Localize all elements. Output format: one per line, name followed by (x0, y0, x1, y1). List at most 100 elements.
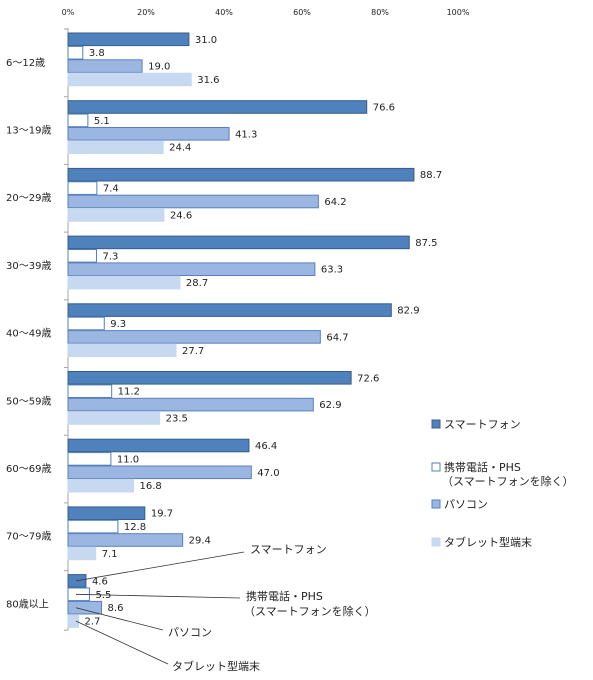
value-label: 16.8 (140, 481, 162, 492)
category-label: 50～59歳 (6, 395, 51, 407)
value-label: 19.0 (148, 62, 170, 73)
x-tick-label: 40% (215, 8, 233, 17)
bar-mobile-phs (67, 181, 98, 195)
category-labels: 6～12歳 13～19歳 20～29歳 30～39歳 40～49歳 50～59歳 60～69… (6, 57, 51, 611)
bar-pc (67, 397, 314, 412)
bar-pc (67, 59, 143, 73)
legend-swatch (431, 499, 441, 509)
legend-swatch (431, 537, 441, 547)
value-label: 4.6 (92, 576, 108, 587)
category-label: 80歳以上 (6, 598, 49, 610)
value-label: 24.6 (170, 210, 192, 221)
bars (67, 32, 415, 628)
bar-mobile-phs (67, 384, 113, 398)
bar-mobile-phs (67, 249, 97, 263)
value-label: 46.4 (255, 441, 277, 452)
value-label: 87.5 (415, 238, 437, 249)
bar-tablet (67, 208, 165, 222)
annotation-label: スマートフォン (250, 543, 327, 556)
value-label: 62.9 (319, 400, 341, 411)
bar-smartphone (67, 303, 392, 317)
value-label: 88.7 (420, 170, 442, 181)
value-label: 28.7 (186, 278, 208, 289)
legend-swatch (431, 462, 441, 472)
category-label: 70～79歳 (6, 531, 51, 543)
category-label: 20～29歳 (6, 192, 51, 204)
bar-pc (67, 262, 316, 276)
legend-label: パソコン (444, 498, 488, 511)
value-label: 9.3 (110, 319, 126, 330)
bar-tablet (67, 614, 80, 628)
value-label: 82.9 (397, 306, 419, 317)
category-label: 40～49歳 (6, 328, 51, 340)
value-label: 47.0 (257, 468, 279, 479)
value-label: 7.4 (103, 184, 119, 195)
value-label: 8.6 (108, 603, 124, 614)
value-labels: 31.0 3.8 19.0 31.6 76.6 5.1 41.3 24.4 88.7 7.4 64.… (85, 35, 443, 628)
value-label: 12.8 (124, 522, 146, 533)
value-label: 64.2 (324, 197, 346, 208)
bar-pc (67, 533, 184, 547)
category-label: 30～39歳 (6, 260, 51, 272)
value-label: 7.1 (102, 549, 118, 560)
legend-swatch (431, 419, 441, 429)
value-label: 31.0 (195, 35, 217, 46)
x-tick-label: 80% (371, 8, 389, 17)
x-tick-label: 100% (447, 8, 470, 17)
bar-pc (67, 127, 230, 141)
bar-smartphone (67, 32, 190, 47)
category-label: 60～69歳 (6, 463, 51, 475)
bar-tablet (67, 72, 192, 87)
bar-tablet (67, 478, 135, 493)
x-axis-ticks: 0% 20% 40% 60% 80% 100% (62, 8, 470, 17)
bar-pc (67, 194, 319, 209)
annotation-label: 携帯電話・PHS (246, 589, 323, 603)
annotation-label-line2: （スマートフォンを除く） (244, 604, 376, 618)
bar-mobile-phs (67, 316, 105, 331)
value-label: 72.6 (357, 373, 379, 384)
legend-label-line2: （スマートフォンを除く） (442, 474, 574, 488)
value-label: 3.8 (89, 48, 105, 59)
bar-smartphone (67, 100, 368, 114)
bar-pc (67, 330, 321, 344)
leader-line (75, 593, 241, 599)
value-label: 23.5 (166, 414, 188, 425)
value-label: 11.2 (118, 387, 140, 398)
category-label: 6～12歳 (6, 57, 45, 69)
value-label: 19.7 (151, 509, 173, 520)
bar-tablet (67, 546, 97, 561)
leader-line (75, 607, 164, 631)
leader-line (75, 551, 245, 582)
bar-smartphone (67, 235, 410, 250)
bar-mobile-phs (67, 113, 89, 128)
x-tick-label: 20% (137, 8, 155, 17)
bar-mobile-phs (67, 45, 84, 60)
bar-pc (67, 600, 103, 615)
annotation-label: パソコン (168, 626, 212, 639)
leader-line (75, 620, 169, 665)
bar-smartphone (67, 506, 146, 520)
value-label: 63.3 (321, 265, 343, 276)
value-label: 29.4 (189, 536, 211, 547)
bar-tablet (67, 275, 181, 290)
legend-label: 携帯電話・PHS (444, 460, 521, 474)
bar-smartphone (67, 438, 250, 453)
legend-label: タブレット型端末 (444, 535, 532, 549)
bar-mobile-phs (67, 519, 119, 534)
value-label: 31.6 (197, 75, 219, 86)
bar-tablet (67, 343, 177, 358)
x-tick-label: 60% (293, 8, 311, 17)
value-label: 7.3 (102, 251, 118, 262)
bar-tablet (67, 140, 164, 154)
value-label: 2.7 (85, 617, 101, 628)
value-label: 64.7 (326, 332, 348, 343)
value-label: 5.1 (94, 116, 110, 127)
value-label: 41.3 (235, 129, 257, 140)
value-label: 76.6 (373, 103, 395, 114)
annotation-label: タブレット型端末 (172, 659, 260, 673)
bar-smartphone (67, 167, 415, 182)
value-label: 24.4 (169, 143, 191, 154)
